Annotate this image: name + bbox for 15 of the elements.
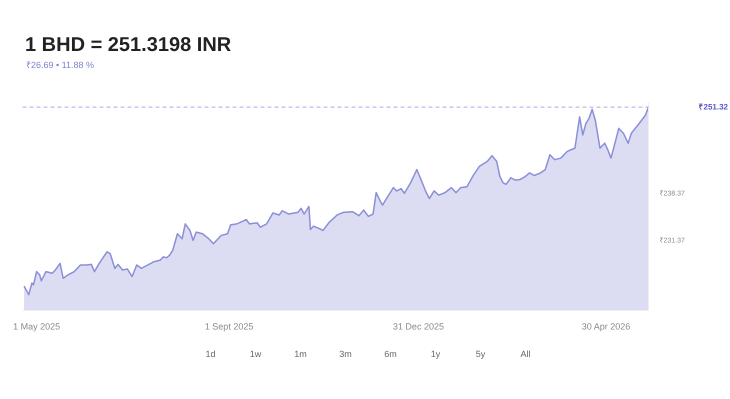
chart-title: 1 BHD = 251.3198 INR <box>25 34 232 56</box>
text: All <box>519 348 532 361</box>
chart-subtitle: ₹26.69 • 11.88 % <box>26 59 94 72</box>
ref-line-label: ₹251.32 <box>698 102 729 112</box>
text: 1d <box>204 348 216 361</box>
text: 6m <box>383 348 398 361</box>
text: 5y <box>474 348 486 361</box>
x-tick-label: 1 May 2025 <box>13 322 60 332</box>
text: 1y <box>430 348 442 361</box>
x-tick-label: 30 Apr 2026 <box>582 322 630 332</box>
text: 3m <box>338 348 353 361</box>
text: 1m <box>293 348 308 361</box>
x-tick-label: 1 Sept 2025 <box>204 322 254 332</box>
x-tick-label: 31 Dec 2025 <box>392 322 444 332</box>
text: 1w <box>248 348 262 361</box>
